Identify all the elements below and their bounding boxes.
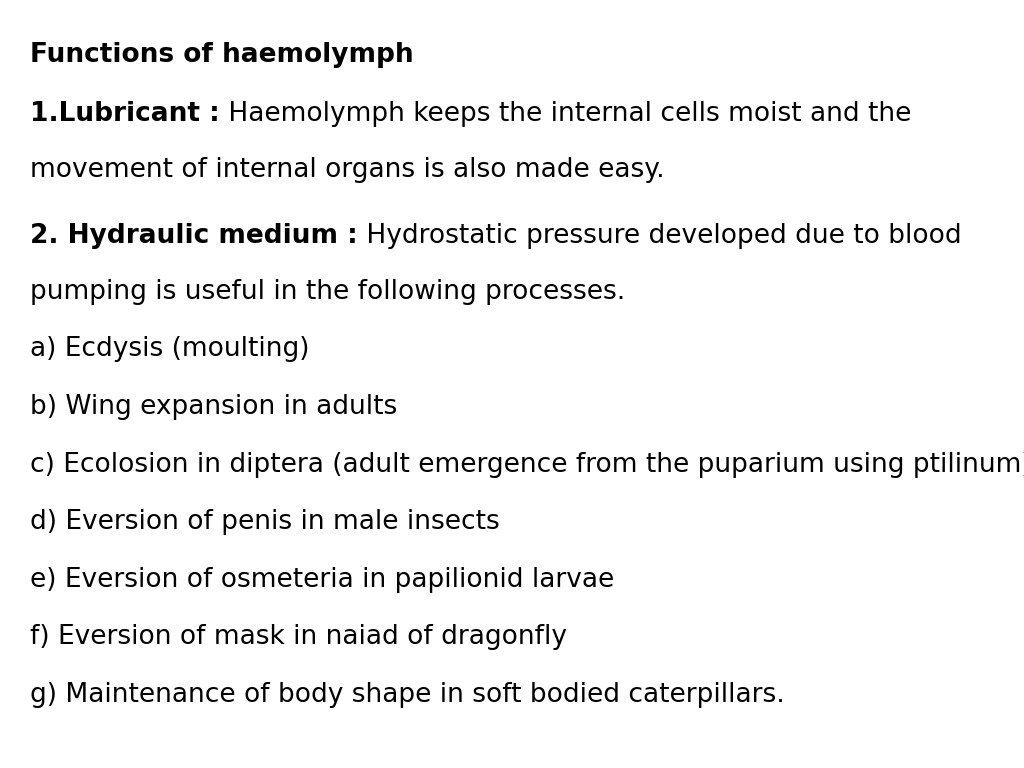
Text: e) Eversion of osmeteria in papilionid larvae: e) Eversion of osmeteria in papilionid l… [30,567,614,593]
Text: pumping is useful in the following processes.: pumping is useful in the following proce… [30,279,626,305]
Text: 2. Hydraulic medium :: 2. Hydraulic medium : [30,223,357,249]
Text: g) Maintenance of body shape in soft bodied caterpillars.: g) Maintenance of body shape in soft bod… [30,682,784,708]
Text: a) Ecdysis (moulting): a) Ecdysis (moulting) [30,336,309,362]
Text: b) Wing expansion in adults: b) Wing expansion in adults [30,394,397,420]
Text: movement of internal organs is also made easy.: movement of internal organs is also made… [30,157,665,184]
Text: Functions of haemolymph: Functions of haemolymph [30,42,414,68]
Text: f) Eversion of mask in naiad of dragonfly: f) Eversion of mask in naiad of dragonfl… [30,624,567,650]
Text: c) Ecolosion in diptera (adult emergence from the puparium using ptilinum): c) Ecolosion in diptera (adult emergence… [30,452,1024,478]
Text: Hydrostatic pressure developed due to blood: Hydrostatic pressure developed due to bl… [357,223,962,249]
Text: d) Eversion of penis in male insects: d) Eversion of penis in male insects [30,509,500,535]
Text: 1.Lubricant :: 1.Lubricant : [30,101,220,127]
Text: Haemolymph keeps the internal cells moist and the: Haemolymph keeps the internal cells mois… [220,101,911,127]
